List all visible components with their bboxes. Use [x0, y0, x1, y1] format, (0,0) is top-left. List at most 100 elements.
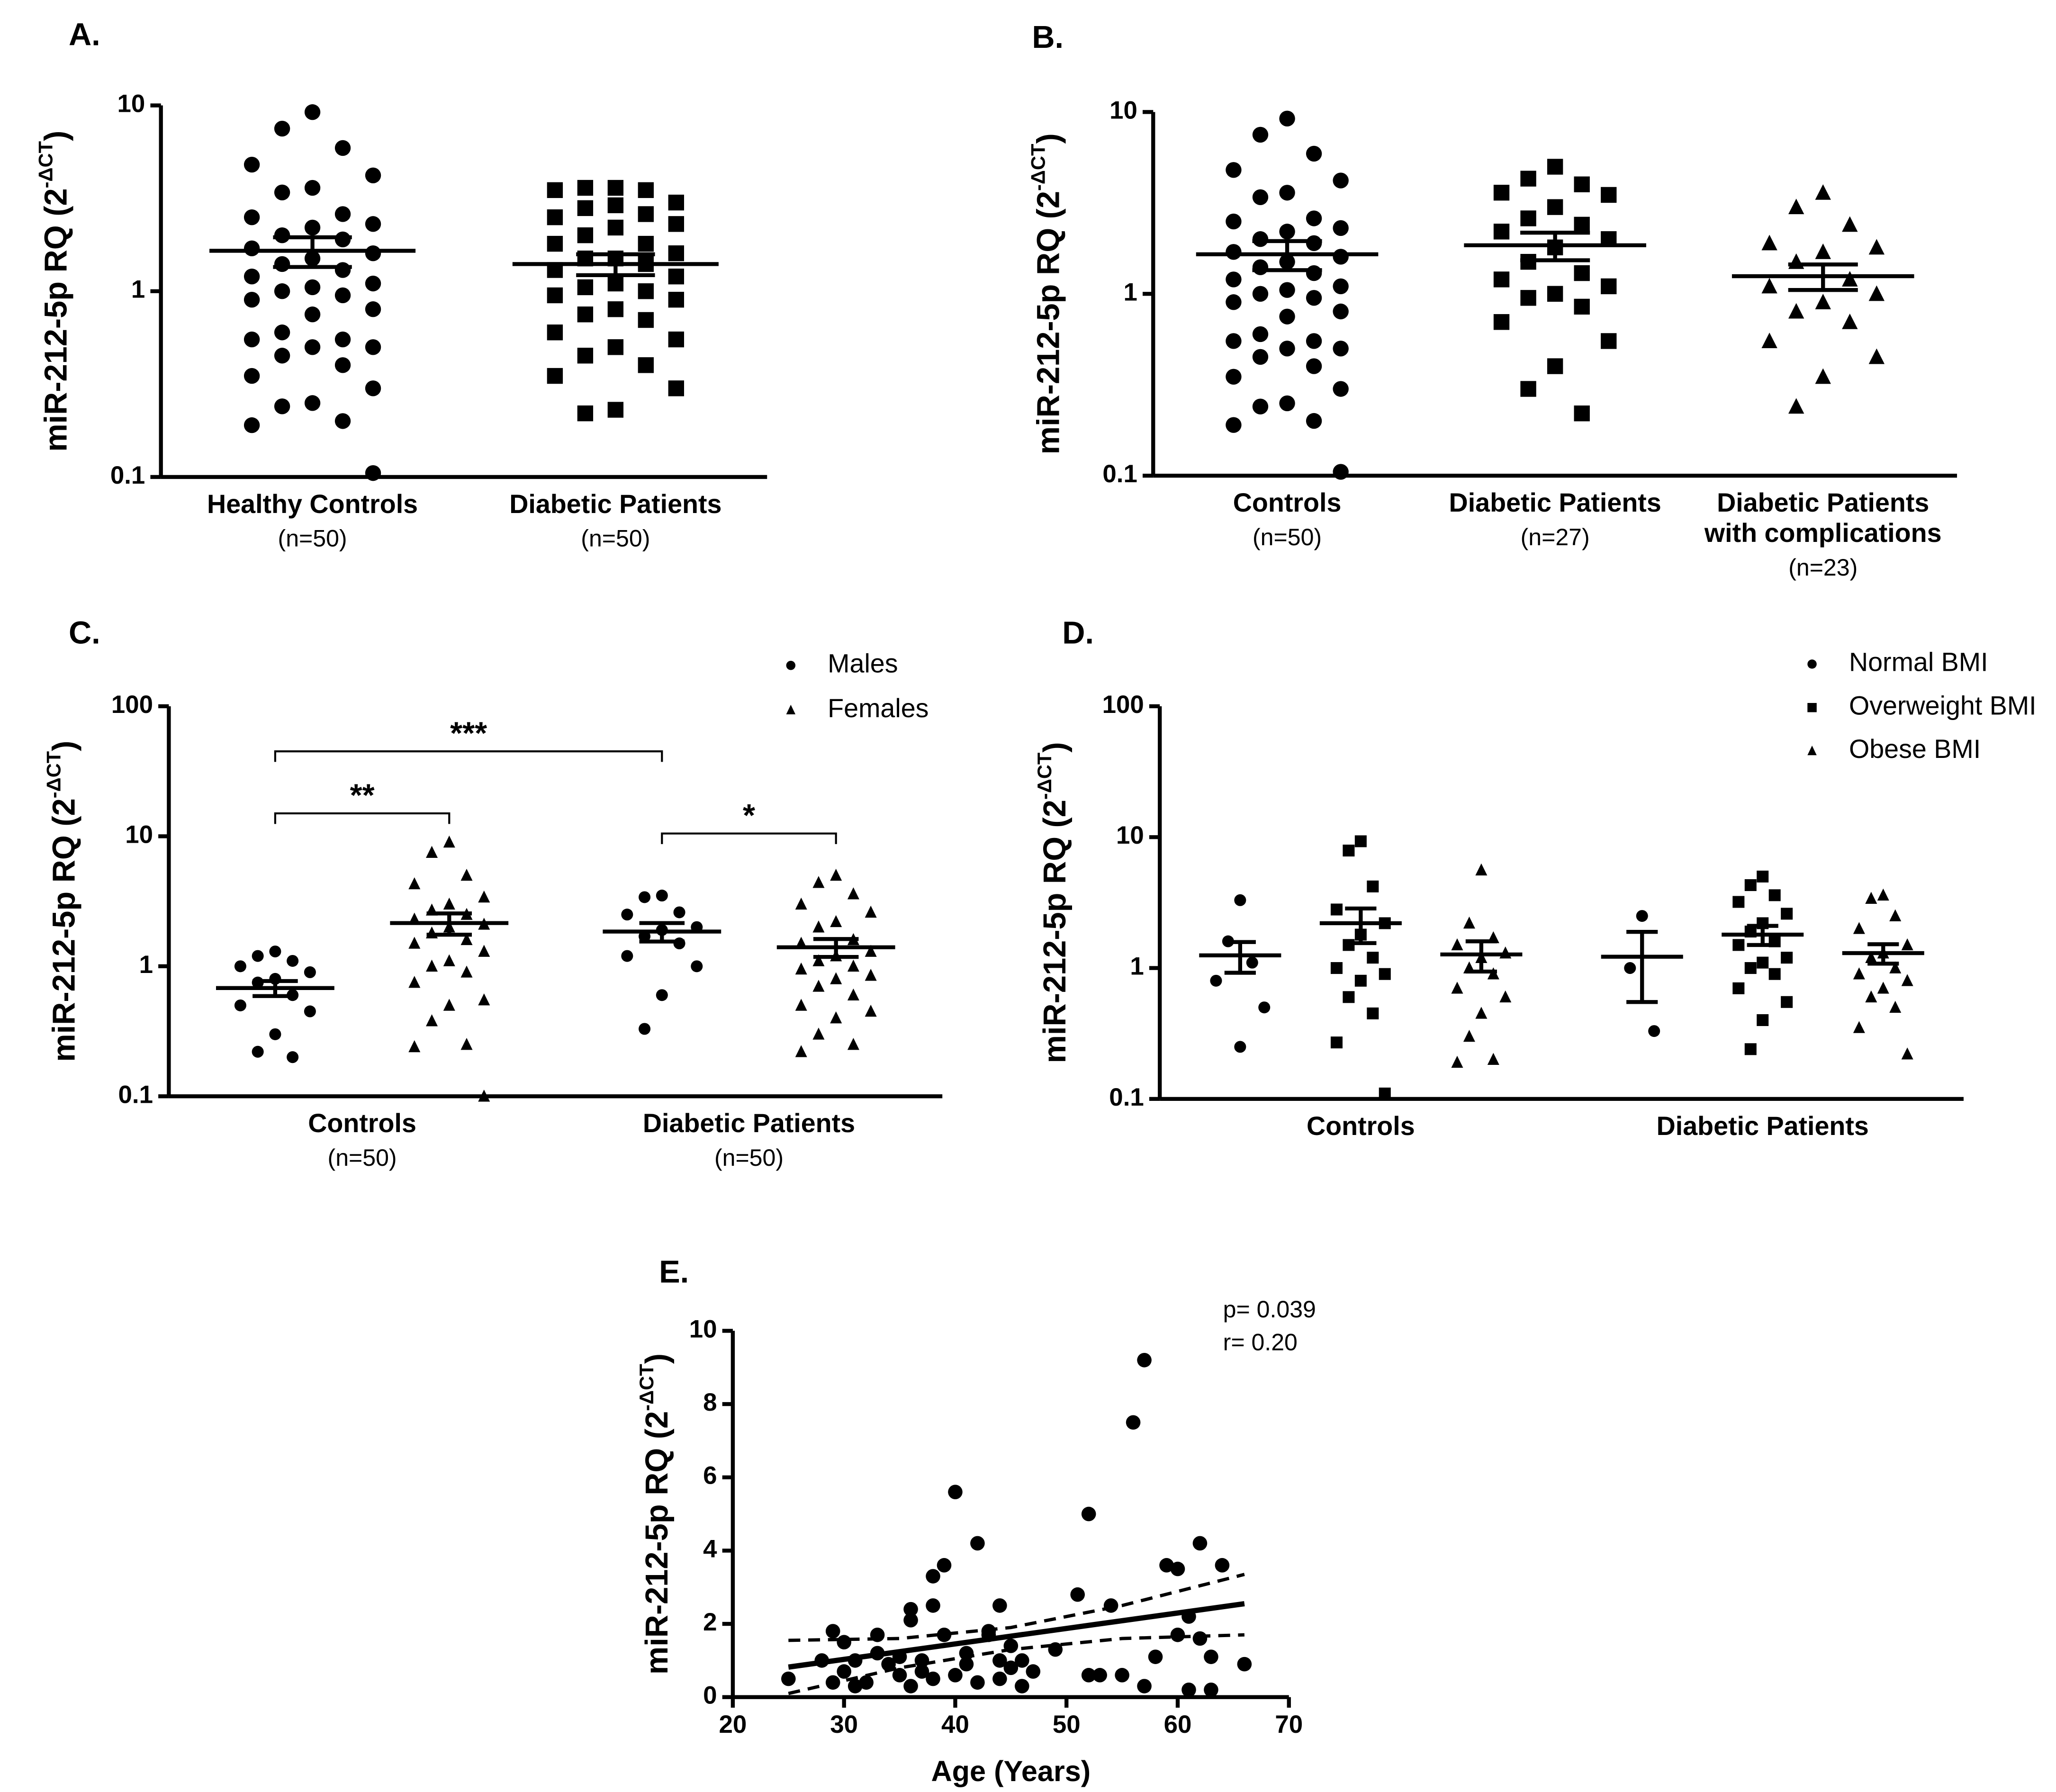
dot — [656, 890, 668, 902]
triangle-marker — [1877, 982, 1889, 994]
confidence-band-upper — [788, 1573, 1245, 1642]
square-marker — [547, 368, 563, 384]
dot — [1252, 349, 1269, 365]
dot — [365, 275, 381, 292]
dot — [304, 104, 321, 120]
triangle-marker — [443, 897, 455, 910]
triangle-marker — [478, 1090, 490, 1102]
triangle-marker — [1487, 1053, 1499, 1065]
triangle-marker — [443, 999, 455, 1011]
dot — [1333, 172, 1349, 189]
dot — [274, 398, 290, 414]
y-tick-label: 0 — [703, 1682, 717, 1710]
square-marker — [547, 287, 563, 304]
square-marker — [577, 200, 594, 216]
x-tick-label: Diabetic Patients — [1717, 488, 1929, 517]
panel-label: E. — [659, 1254, 689, 1289]
y-tick-label: 1 — [1123, 278, 1137, 306]
y-tick-label: 6 — [703, 1462, 717, 1490]
triangle-marker — [478, 993, 490, 1006]
triangle-marker — [847, 887, 859, 900]
dot — [334, 287, 351, 304]
y-axis-label: miR-212-5p RQ (2-ΔCT) — [42, 741, 81, 1062]
dot — [621, 909, 633, 921]
panel-label: B. — [1032, 20, 1064, 55]
square-marker — [1354, 835, 1367, 847]
y-tick-label: 0.1 — [110, 461, 145, 489]
y-label-text: miR-212-5p RQ (2 — [1037, 800, 1073, 1063]
dot — [1624, 962, 1636, 974]
x-tick-label: Diabetic Patients — [509, 489, 721, 519]
dot — [1092, 1668, 1107, 1683]
dot — [365, 167, 381, 183]
dot — [252, 950, 264, 962]
square-marker — [607, 301, 624, 317]
y-tick-label: 2 — [703, 1608, 717, 1636]
dot — [837, 1664, 851, 1679]
significance-label: *** — [450, 716, 487, 751]
regression-line — [788, 1601, 1245, 1670]
y-axis-label: miR-212-5p RQ (2-ΔCT) — [1033, 742, 1073, 1063]
dot — [243, 209, 260, 225]
square-marker — [1547, 199, 1563, 215]
dot — [1333, 220, 1349, 236]
triangle-marker — [1463, 916, 1475, 929]
triangle-marker — [460, 965, 473, 978]
dot — [1226, 294, 1242, 310]
dot — [1648, 1025, 1660, 1037]
legend-label: Obese BMI — [1849, 734, 1981, 764]
triangle-marker — [1761, 234, 1777, 251]
y-axis-label: miR-212-5p RQ (2-ΔCT) — [1027, 133, 1066, 454]
triangle-marker — [408, 937, 421, 949]
y-axis-label: miR-212-5p RQ (2-ΔCT) — [34, 131, 73, 452]
dot — [1226, 417, 1242, 433]
x-tick-label: Healthy Controls — [207, 489, 418, 519]
square-marker — [668, 245, 684, 261]
error-bar — [1788, 262, 1858, 292]
triangle-marker — [460, 933, 473, 946]
y-label-end: ) — [1031, 133, 1066, 144]
significance-label: * — [743, 798, 755, 833]
triangle-marker — [1865, 951, 1877, 963]
square-marker — [1330, 903, 1343, 916]
group-size-label: (n=50) — [328, 1144, 397, 1171]
triangle-marker — [812, 920, 825, 933]
square-marker — [668, 380, 684, 396]
dot — [837, 1635, 851, 1650]
triangle-marker — [1901, 938, 1913, 951]
dot — [656, 989, 668, 1001]
dot — [274, 348, 290, 364]
dot — [365, 216, 381, 232]
dot — [1170, 1627, 1185, 1642]
error-bar — [1626, 930, 1658, 1004]
triangle-marker — [847, 988, 859, 1001]
dot — [848, 1679, 863, 1693]
triangle-marker — [795, 897, 807, 910]
dot — [1279, 185, 1295, 201]
dot — [1333, 303, 1349, 320]
dot — [1226, 244, 1242, 260]
x-tick-label: 30 — [830, 1711, 858, 1738]
group-size-label: (n=50) — [714, 1144, 784, 1171]
triangle-marker — [1877, 888, 1889, 901]
dot — [234, 960, 246, 973]
dot — [1246, 956, 1258, 969]
significance-bracket — [274, 812, 451, 824]
triangle-marker — [1788, 198, 1804, 215]
legend-marker — [786, 704, 796, 715]
triangle-marker — [460, 1038, 473, 1050]
square-marker — [1757, 870, 1769, 882]
y-tick-label: 4 — [703, 1535, 717, 1563]
dot — [243, 268, 260, 285]
triangle-marker — [830, 972, 842, 984]
square-marker — [1343, 991, 1355, 1003]
dot — [1333, 249, 1349, 265]
stat-annotation: r= 0.20 — [1223, 1329, 1298, 1355]
dot — [1192, 1631, 1208, 1646]
triangle-marker — [1499, 990, 1512, 1003]
triangle-marker — [1761, 333, 1777, 348]
triangle-marker — [847, 959, 859, 972]
square-marker — [638, 312, 654, 328]
dot — [1070, 1587, 1085, 1602]
dot — [1333, 341, 1349, 357]
